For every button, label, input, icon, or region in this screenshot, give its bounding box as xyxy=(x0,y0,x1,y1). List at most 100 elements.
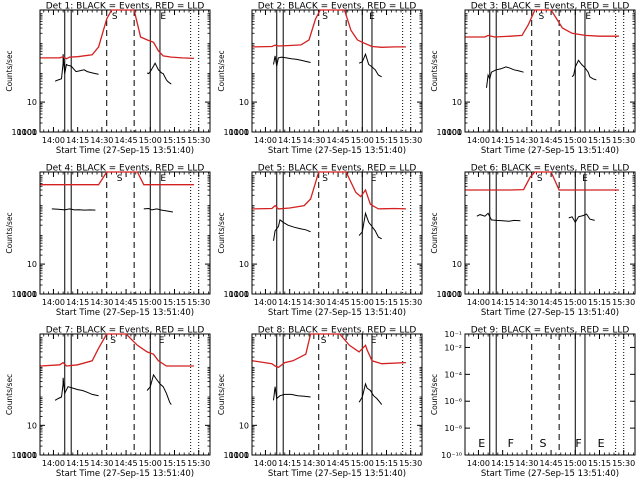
series-line-1 xyxy=(273,386,311,401)
plot-frame xyxy=(251,171,423,295)
x-tick-label: 14:15 xyxy=(278,136,301,145)
x-axis-label: Start Time (27-Sep-15 13:51:40) xyxy=(481,469,619,479)
y-axis-label: Counts/sec xyxy=(217,50,226,91)
x-tick-label: 14:00 xyxy=(467,298,490,307)
x-tick-label: 15:15 xyxy=(375,459,398,468)
y-tick-label: 10000 xyxy=(12,290,37,299)
y-tick-label: 100 xyxy=(22,290,37,299)
series-line-1 xyxy=(476,212,521,222)
series-line-2 xyxy=(358,382,383,405)
x-tick-label: 15:15 xyxy=(588,298,611,307)
plot-frame xyxy=(39,171,211,295)
interval-marker-label: E xyxy=(160,12,166,22)
x-tick-label: 15:15 xyxy=(588,136,611,145)
x-tick-label: 14:30 xyxy=(302,136,325,145)
y-tick-label: 10 xyxy=(239,421,249,430)
series-line-1 xyxy=(486,66,524,88)
y-axis-label: Counts/sec xyxy=(5,374,14,415)
x-tick-label: 14:30 xyxy=(90,459,113,468)
y-tick-label: 10⁻¹⁰ xyxy=(441,451,462,460)
x-tick-label: 14:15 xyxy=(66,298,89,307)
y-tick-label: 1000 xyxy=(442,290,462,299)
x-tick-label: 14:30 xyxy=(515,298,538,307)
series-line-2 xyxy=(143,207,173,213)
interval-marker-label: S xyxy=(537,174,543,184)
y-tick-label: 10⁻² xyxy=(444,343,462,352)
series-line-2 xyxy=(146,373,172,405)
interval-marker-label: E xyxy=(159,336,165,346)
x-tick-label: 14:15 xyxy=(66,136,89,145)
x-tick-label: 14:00 xyxy=(42,459,65,468)
interval-marker-label: S xyxy=(110,336,116,346)
y-tick-label: 1 xyxy=(244,451,249,460)
y-tick-label: 10 xyxy=(27,421,37,430)
interval-marker-label: F xyxy=(575,437,581,450)
series-line-3 xyxy=(465,171,619,191)
x-tick-label: 15:00 xyxy=(564,136,587,145)
x-axis-label: Start Time (27-Sep-15 13:51:40) xyxy=(481,308,619,318)
y-tick-label: 1000 xyxy=(442,128,462,137)
x-tick-label: 15:00 xyxy=(351,459,374,468)
y-tick-label: 100 xyxy=(234,290,249,299)
x-tick-label: 14:30 xyxy=(515,136,538,145)
x-tick-label: 15:15 xyxy=(375,136,398,145)
y-tick-label: 10000 xyxy=(437,128,462,137)
y-axis-label: Counts/sec xyxy=(430,50,439,91)
x-axis-label: Start Time (27-Sep-15 13:51:40) xyxy=(481,146,619,156)
panel-det-2: Det 2: BLACK = Events, RED = LLD Counts/s… xyxy=(217,2,423,156)
plot-frame xyxy=(251,333,423,456)
panel-det-4: Det 4: BLACK = Events, RED = LLD Counts/s… xyxy=(5,164,211,318)
series-line-3 xyxy=(40,171,194,186)
y-tick-label: 1000 xyxy=(17,451,37,460)
interval-marker-label: E xyxy=(598,437,605,450)
y-tick-label: 10000 xyxy=(12,128,37,137)
x-tick-label: 14:15 xyxy=(278,459,301,468)
series-line-3 xyxy=(40,9,194,60)
series-line-3 xyxy=(465,9,619,38)
interval-marker-label: E xyxy=(585,12,591,22)
interval-marker-label: E xyxy=(371,174,377,184)
y-tick-label: 10⁻⁴ xyxy=(444,370,462,379)
plot-frame xyxy=(464,9,636,133)
interval-marker-label: E xyxy=(371,336,377,346)
x-tick-label: 15:15 xyxy=(163,136,186,145)
panel-title: Det 1: BLACK = Events, RED = LLD xyxy=(46,2,205,12)
series-line-3 xyxy=(252,171,406,210)
panel-title: Det 3: BLACK = Events, RED = LLD xyxy=(471,2,630,12)
panel-title: Det 2: BLACK = Events, RED = LLD xyxy=(258,2,417,12)
x-tick-label: 15:00 xyxy=(351,298,374,307)
panel-title: Det 8: BLACK = Events, RED = LLD xyxy=(258,326,417,336)
interval-marker-label: S xyxy=(117,174,123,184)
interval-marker-label: S xyxy=(539,12,545,22)
x-tick-label: 14:45 xyxy=(115,298,138,307)
panel-title: Det 4: BLACK = Events, RED = LLD xyxy=(46,164,205,174)
y-tick-label: 10⁻⁶ xyxy=(444,397,462,406)
x-tick-label: 14:30 xyxy=(302,298,325,307)
x-tick-label: 15:15 xyxy=(588,459,611,468)
x-tick-label: 14:00 xyxy=(467,459,490,468)
x-axis-label: Start Time (27-Sep-15 13:51:40) xyxy=(268,469,406,479)
x-tick-label: 15:30 xyxy=(399,459,422,468)
y-tick-label: 10 xyxy=(452,260,462,269)
y-axis-label: Counts/sec xyxy=(5,212,14,253)
interval-marker-label: S xyxy=(322,12,328,22)
y-tick-label: 1 xyxy=(32,451,37,460)
panel-title: Det 9: BLACK = Events, RED = LLD xyxy=(471,326,630,336)
x-axis-label: Start Time (27-Sep-15 13:51:40) xyxy=(56,469,194,479)
x-tick-label: 15:30 xyxy=(187,136,210,145)
plot-frame xyxy=(251,9,423,133)
y-axis-label: Counts/sec xyxy=(430,374,439,415)
y-tick-label: 10⁻⁸ xyxy=(444,424,462,433)
y-axis-label: Counts/sec xyxy=(217,212,226,253)
x-tick-label: 14:45 xyxy=(327,298,350,307)
panel-title: Det 5: BLACK = Events, RED = LLD xyxy=(258,164,417,174)
x-tick-label: 14:45 xyxy=(540,459,563,468)
series-line-1 xyxy=(54,377,99,401)
panel-det-9: Det 9: BLACK = Events, RED = LLD Counts/s… xyxy=(430,326,636,479)
panel-det-5: Det 5: BLACK = Events, RED = LLD Counts/s… xyxy=(217,164,423,318)
y-tick-label: 1000 xyxy=(17,290,37,299)
y-tick-label: 100 xyxy=(22,128,37,137)
x-tick-label: 14:45 xyxy=(115,136,138,145)
x-tick-label: 14:45 xyxy=(327,136,350,145)
x-tick-label: 14:45 xyxy=(115,459,138,468)
